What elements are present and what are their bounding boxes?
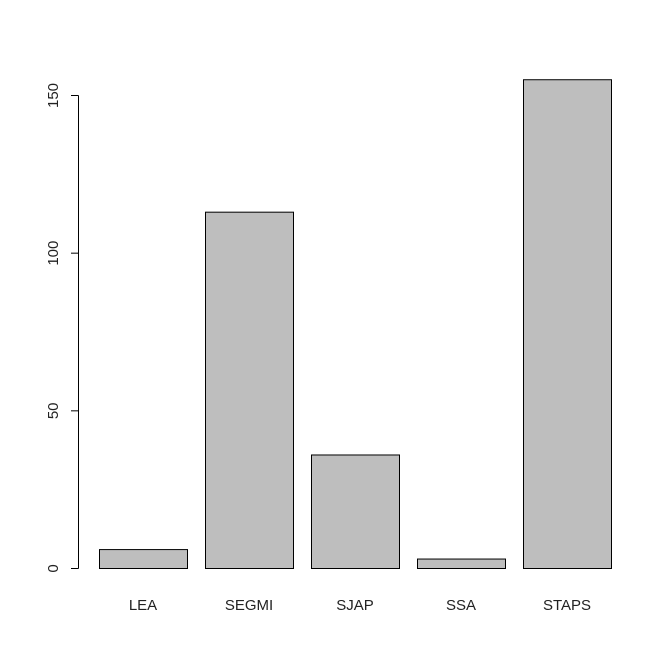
x-tick-label-lea: LEA: [129, 597, 157, 614]
bar-sjap: [311, 454, 400, 570]
x-tick-label-staps: STAPS: [543, 597, 591, 614]
bar-lea: [99, 549, 188, 570]
x-axis-labels: LEA SEGMI SJAP SSA STAPS: [129, 597, 591, 614]
bars-group: [99, 79, 612, 570]
bar-segmi: [205, 211, 294, 569]
y-axis: 0 50 100 150: [45, 83, 79, 573]
y-tick-label-100: 100: [45, 241, 62, 266]
y-tick-label-50: 50: [45, 402, 62, 419]
y-tick-label-150: 150: [45, 83, 62, 108]
y-tick-label-0: 0: [45, 564, 62, 572]
x-tick-label-sjap: SJAP: [336, 597, 374, 614]
bar-staps: [523, 79, 612, 569]
x-tick-label-ssa: SSA: [446, 597, 476, 614]
bar-ssa: [417, 558, 506, 569]
x-tick-label-segmi: SEGMI: [225, 597, 273, 614]
